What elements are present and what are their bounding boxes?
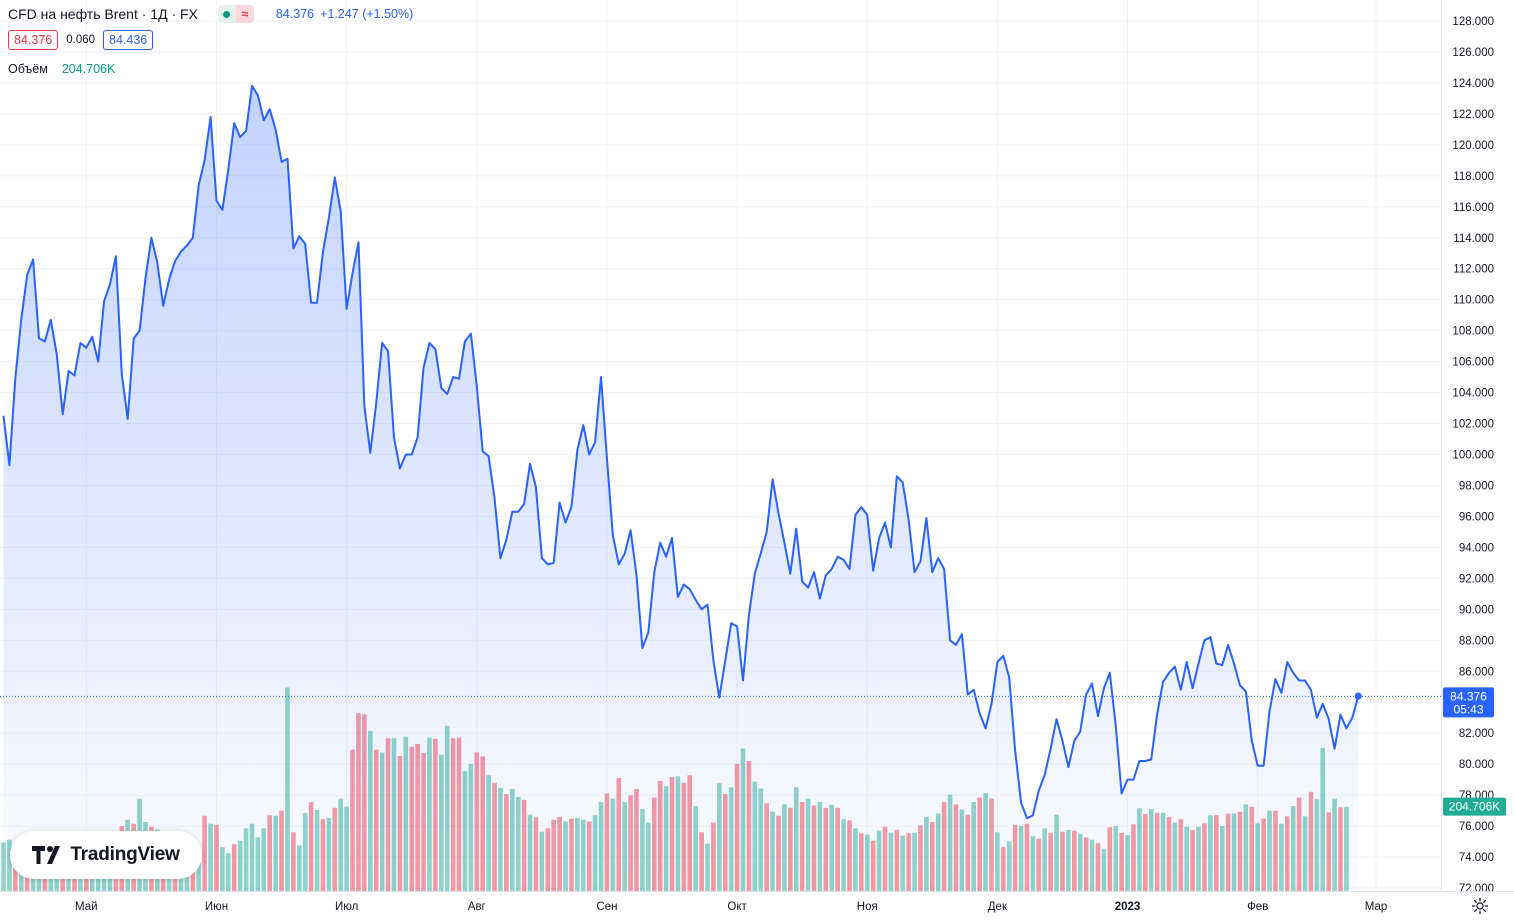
- price-tick-label: 108.000: [1452, 326, 1494, 338]
- volume-value: 204.706K: [61, 62, 116, 76]
- price-tick-label: 82.000: [1459, 728, 1494, 740]
- spread-value: 0.060: [66, 34, 96, 46]
- price-tick-label: 92.000: [1459, 573, 1494, 585]
- price-tick-label: 96.000: [1459, 511, 1494, 523]
- price-tick-label: 128.000: [1452, 16, 1494, 28]
- price-tick-label: 88.000: [1459, 635, 1494, 647]
- price-tick-label: 94.000: [1459, 542, 1494, 554]
- price-tick-label: 76.000: [1459, 821, 1494, 833]
- time-axis[interactable]: Май Июн Июл Авг Сен Окт Ноя Дек 2023 Фев Мар: [0, 891, 1514, 914]
- status-indicators[interactable]: ≈: [217, 5, 254, 23]
- price-tick-label: 102.000: [1452, 419, 1494, 431]
- price-tick-label: 110.000: [1453, 295, 1494, 307]
- price-tick-label: 74.000: [1459, 852, 1494, 864]
- time-tick-label: Окт: [727, 901, 747, 913]
- time-tick-label: Июн: [205, 901, 228, 913]
- gear-icon[interactable]: [1469, 895, 1491, 917]
- market-open-dot-icon[interactable]: [217, 5, 236, 23]
- logo-text: TradingView: [70, 844, 180, 865]
- time-tick-label: Дек: [988, 901, 1008, 913]
- price-tick-label: 126.000: [1452, 47, 1494, 59]
- price-tick-label: 80.000: [1459, 759, 1494, 771]
- tradingview-logo-icon: [32, 846, 61, 864]
- price-tick-label: 90.000: [1459, 604, 1494, 616]
- price-line: [2, 85, 1360, 820]
- price-tick-label: 86.000: [1459, 666, 1494, 678]
- header-price-change: +1.247 (+1.50%): [320, 7, 414, 21]
- last-price-label: 84.376 05:43: [1443, 687, 1494, 718]
- volume-label: 204.706K: [1443, 797, 1506, 816]
- price-tick-label: 116.000: [1453, 202, 1494, 214]
- price-tick-label: 114.000: [1453, 233, 1494, 245]
- price-tick-label: 124.000: [1452, 78, 1494, 90]
- tradingview-logo[interactable]: TradingView: [10, 831, 202, 879]
- price-tick-label: 100.000: [1452, 450, 1494, 462]
- price-tick-label: 118.000: [1453, 171, 1494, 183]
- time-tick-label: Июл: [335, 901, 358, 913]
- ask-price-button[interactable]: 84.436: [103, 30, 154, 50]
- time-tick-label: Май: [75, 901, 98, 913]
- volume-label-value: 204.706K: [1449, 800, 1500, 814]
- price-area-fill: [3, 86, 1359, 891]
- price-tick-label: 106.000: [1452, 357, 1494, 369]
- symbol-title[interactable]: CFD на нефть Brent · 1Д · FX: [8, 6, 198, 22]
- price-tick-label: 104.000: [1452, 388, 1494, 400]
- price-tick-label: 98.000: [1459, 480, 1494, 492]
- header-last-price: 84.376: [275, 7, 315, 21]
- time-tick-label: Фев: [1247, 901, 1268, 913]
- bid-ask-row: 84.376 0.060 84.436: [8, 30, 154, 50]
- price-tick-label: 112.000: [1453, 264, 1494, 276]
- symbol-legend: CFD на нефть Brent · 1Д · FX ≈ 84.376 +1…: [8, 5, 413, 23]
- time-tick-label: Мар: [1365, 901, 1388, 913]
- time-tick-label: Ноя: [857, 901, 878, 913]
- time-tick-label: Авг: [468, 901, 486, 913]
- delayed-data-icon[interactable]: ≈: [235, 5, 254, 23]
- price-tick-label: 72.000: [1459, 883, 1494, 895]
- price-tick-label: 120.000: [1452, 140, 1494, 152]
- last-price-dot: [1354, 692, 1362, 700]
- bid-price-button[interactable]: 84.376: [8, 30, 59, 50]
- bar-countdown: 05:43: [1453, 702, 1483, 716]
- time-tick-label: Сен: [596, 901, 617, 913]
- time-tick-label: 2023: [1115, 901, 1141, 913]
- price-axis[interactable]: 72.00074.00076.00078.00080.00082.00084.0…: [1441, 0, 1495, 895]
- volume-title[interactable]: Объём: [8, 62, 48, 76]
- price-tick-label: 122.000: [1452, 109, 1494, 121]
- volume-legend: Объём 204.706K: [8, 62, 115, 76]
- last-price-value: 84.376: [1450, 689, 1487, 703]
